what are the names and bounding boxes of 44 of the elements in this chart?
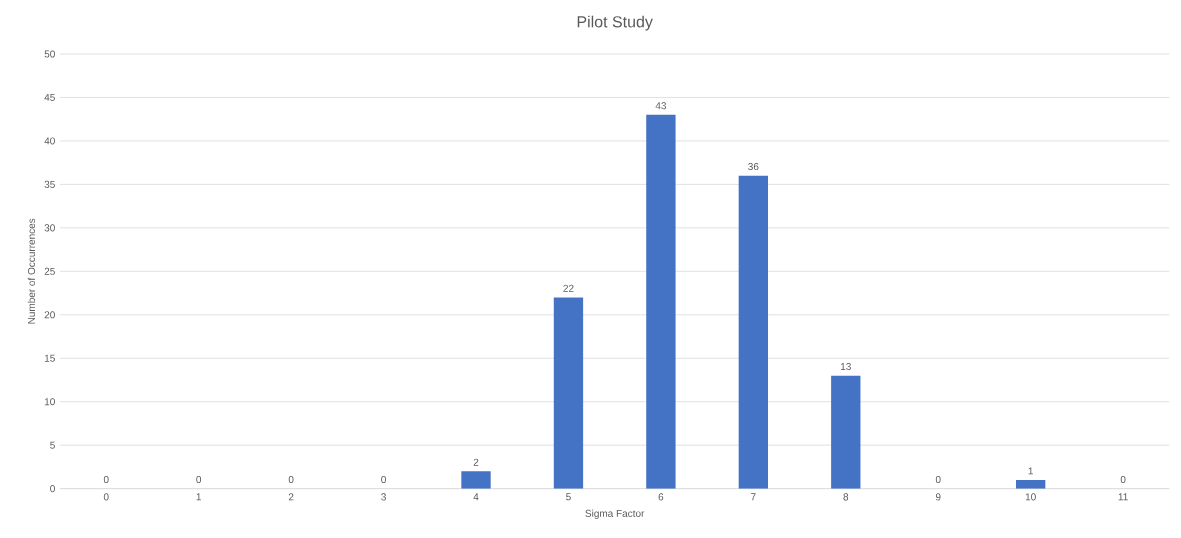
x-tick-label: 8 (843, 493, 849, 501)
x-tick-label: 5 (566, 493, 571, 501)
x-tick-label: 4 (473, 493, 479, 501)
y-tick-label: 40 (44, 137, 55, 145)
data-label: 0 (381, 475, 386, 484)
y-tick-label: 15 (44, 354, 55, 362)
y-tick-label: 25 (44, 267, 55, 275)
y-axis-title: Number of Occurrences (27, 218, 36, 324)
x-tick-label: 7 (751, 493, 756, 501)
y-tick-label: 45 (44, 93, 55, 101)
x-tick-label: 0 (103, 493, 109, 501)
data-label: 0 (1120, 475, 1126, 484)
bar (1016, 479, 1046, 489)
data-label: 0 (103, 475, 109, 484)
x-tick-label: 9 (935, 493, 941, 501)
x-tick-label: 10 (1025, 493, 1036, 501)
y-tick-label: 30 (44, 224, 55, 232)
chart-title: Pilot Study (577, 15, 653, 31)
y-tick-label: 50 (44, 50, 55, 58)
y-tick-label: 20 (44, 311, 55, 319)
data-label: 0 (196, 475, 202, 484)
data-label: 43 (655, 102, 667, 110)
x-tick-label: 11 (1118, 493, 1128, 501)
data-label: 0 (288, 475, 294, 484)
bar (646, 114, 676, 489)
data-label: 36 (748, 163, 759, 171)
y-tick-label: 5 (50, 441, 55, 449)
bar (831, 375, 861, 489)
x-axis-title: Sigma Factor (585, 509, 645, 519)
data-label: 1 (1028, 467, 1033, 475)
x-tick-label: 1 (196, 493, 201, 501)
y-tick-label: 0 (50, 485, 55, 493)
data-label: 13 (840, 362, 851, 371)
x-tick-label: 6 (658, 493, 664, 501)
data-label: 0 (935, 475, 941, 484)
data-label: 2 (473, 458, 479, 466)
bar (738, 175, 769, 489)
bar (553, 297, 584, 489)
bar (461, 471, 491, 489)
x-tick-label: 3 (381, 493, 386, 501)
y-tick-label: 35 (44, 180, 55, 188)
x-tick-label: 2 (288, 493, 294, 501)
data-label: 22 (563, 284, 574, 292)
y-tick-label: 10 (44, 398, 55, 406)
